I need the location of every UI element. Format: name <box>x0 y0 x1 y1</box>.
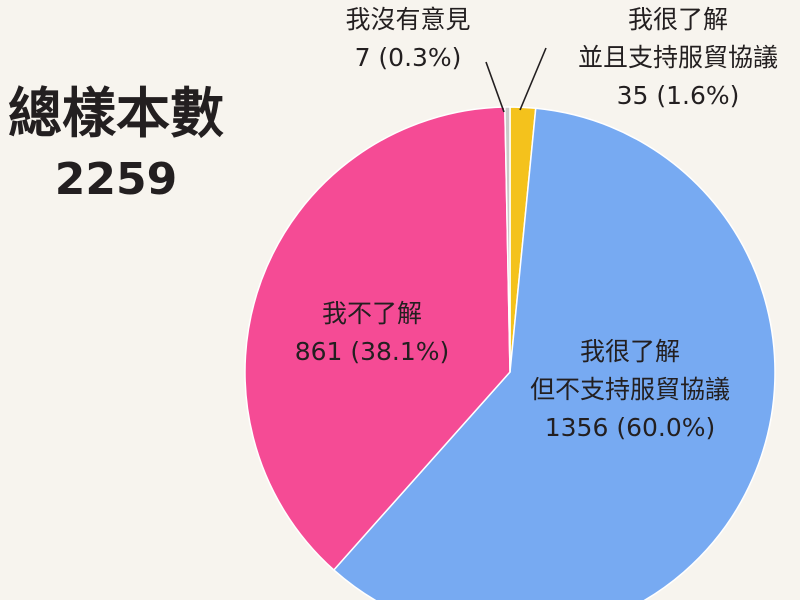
slice-label-line: 我很了解 <box>628 5 728 34</box>
slice-label-line: 並且支持服貿協議 <box>578 43 778 72</box>
slice-label-line: 但不支持服貿協議 <box>530 375 730 404</box>
sample-total: 2259 <box>55 154 177 205</box>
leader-line-3 <box>485 61 505 113</box>
slice-label-line: 1356 (60.0%) <box>545 413 716 442</box>
slice-label-3: 我沒有意見 7 (0.3%) <box>345 5 470 72</box>
chart-title: 總樣本數 <box>8 82 224 145</box>
slice-label-line: 861 (38.1%) <box>295 337 450 366</box>
slice-label-line: 我不了解 <box>322 299 422 328</box>
slice-label-line: 我很了解 <box>580 337 680 366</box>
pie-slices <box>244 106 776 600</box>
pie-slice-1 <box>332 107 776 600</box>
slice-label-1: 我很了解但不支持服貿協議 1356 (60.0%) <box>530 337 730 442</box>
pie-slice-3 <box>504 106 511 373</box>
leader-line-0 <box>519 47 547 111</box>
leader-lines <box>485 47 547 113</box>
slice-labels: 我很了解並且支持服貿協議 35 (1.6%)我很了解但不支持服貿協議 1356 (6… <box>295 5 778 442</box>
slice-label-2: 我不了解 861 (38.1%) <box>295 299 450 366</box>
slice-label-line: 我沒有意見 <box>345 5 470 34</box>
slice-label-line: 35 (1.6%) <box>617 81 740 110</box>
slice-label-0: 我很了解並且支持服貿協議 35 (1.6%) <box>578 5 778 110</box>
pie-slice-2 <box>244 106 511 572</box>
slice-label-line: 7 (0.3%) <box>355 43 462 72</box>
